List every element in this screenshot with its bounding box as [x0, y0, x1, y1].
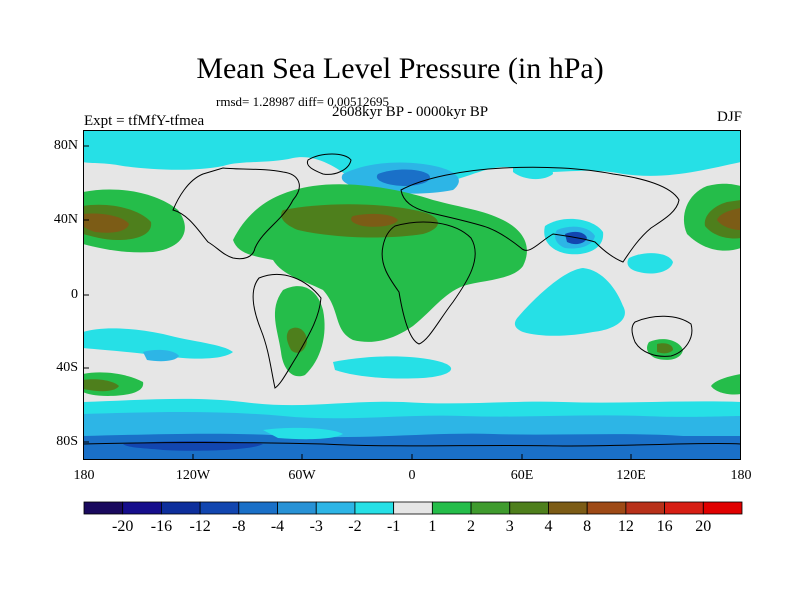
colorbar-swatch	[393, 501, 433, 515]
north-atlantic-core	[376, 169, 431, 186]
colorbar-swatch	[548, 501, 588, 515]
coastlines	[83, 153, 741, 447]
indian-ocean-negative	[514, 268, 625, 336]
colorbar-label: 4	[544, 518, 553, 535]
lat-label-40s: 40S	[56, 360, 78, 375]
colorbar-label: 3	[505, 518, 514, 535]
lon-label-120e: 120E	[616, 468, 646, 483]
map-title: Mean Sea Level Pressure (in hPa)	[196, 52, 604, 85]
colorbar-label: -8	[232, 518, 246, 535]
lat-label-80n: 80N	[53, 138, 78, 153]
antarctic-cyan-patch	[263, 427, 343, 440]
colorbar-swatch	[702, 501, 743, 515]
colorbar-swatch	[161, 501, 201, 515]
colorbar-swatch	[625, 501, 665, 515]
time-period-label: 2608kyr BP - 0000kyr BP	[331, 104, 489, 120]
colorbar-label: -3	[309, 518, 323, 535]
lat-label-equator: 0	[71, 287, 78, 302]
southern-ocean-core-left	[83, 379, 119, 392]
north-pacific-max-left	[83, 213, 129, 233]
lon-label-180-east: 180	[730, 468, 752, 483]
colorbar-swatch	[431, 501, 472, 515]
western-pacific-negative	[627, 253, 673, 274]
lon-label-120w: 120W	[175, 468, 211, 483]
colorbar-label: 16	[656, 518, 673, 535]
colorbar-swatch	[83, 501, 124, 515]
arctic-negative-anomaly	[83, 130, 741, 190]
colorbar-swatch	[315, 501, 356, 515]
colorbar-swatch	[122, 501, 162, 515]
south-pacific-negative	[83, 328, 233, 359]
colorbar-label: -20	[112, 518, 134, 535]
colorbar-swatch	[354, 501, 395, 515]
pressure-difference-map	[83, 130, 741, 460]
lon-label-60w: 60W	[288, 468, 316, 483]
colorbar-swatch	[470, 501, 511, 515]
antarctic-negative-core	[83, 433, 741, 460]
colorbar-swatch	[664, 501, 704, 515]
colorbar-swatch	[238, 501, 278, 515]
north-pacific-patch	[513, 159, 553, 180]
colorbar-label: 1	[428, 518, 437, 535]
lon-label-0: 0	[408, 468, 416, 483]
colorbar-label: 2	[467, 518, 476, 535]
north-pacific-max-right	[717, 208, 741, 230]
south-pacific-patch	[143, 349, 179, 362]
experiment-label: Expt = tfMfY-tfmea	[84, 113, 205, 129]
rmsd-diff-stats: rmsd= 1.28987 diff= 0.00512695	[216, 94, 389, 109]
colorbar-label: -16	[150, 518, 173, 535]
colorbar-swatch	[277, 501, 317, 515]
season-label: DJF	[716, 109, 742, 125]
north-atlantic-subtropical-max	[351, 213, 398, 227]
south-atlantic-negative	[333, 356, 452, 379]
lon-label-60e: 60E	[510, 468, 534, 483]
colorbar-label: -2	[348, 518, 362, 535]
australia-core	[657, 343, 673, 354]
southern-ocean-positive-right	[711, 374, 741, 395]
lat-label-80s: 80S	[56, 434, 78, 449]
colorbar-label: 12	[617, 518, 634, 535]
colorbar-label: -12	[189, 518, 211, 535]
colorbar-label: 8	[583, 518, 592, 535]
colorbar-swatch	[509, 501, 549, 515]
colorbar-label: -1	[386, 518, 401, 535]
colorbar-label: -4	[270, 518, 285, 535]
colorbar-label: 20	[695, 518, 712, 535]
antarctic-negative-max	[123, 441, 263, 451]
colorbar	[83, 501, 743, 515]
lat-label-40n: 40N	[53, 212, 78, 227]
colorbar-swatch	[586, 501, 627, 515]
colorbar-swatch	[199, 501, 240, 515]
axis-tick-marks	[83, 145, 632, 460]
lon-label-180-west: 180	[73, 468, 95, 483]
